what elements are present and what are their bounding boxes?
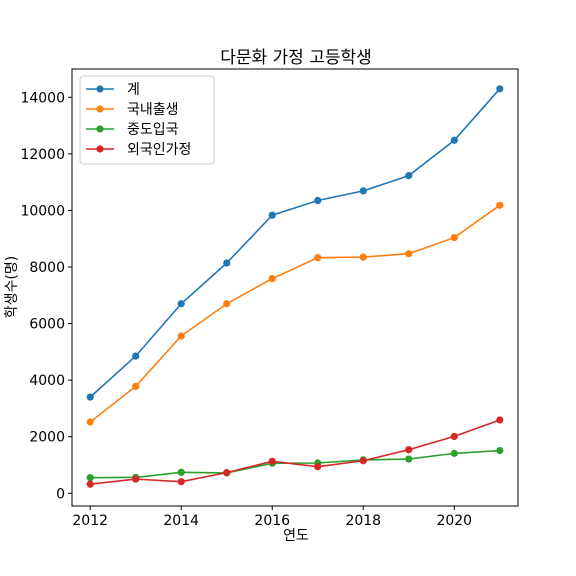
data-point xyxy=(86,474,94,482)
y-tick-label: 14000 xyxy=(20,90,65,106)
data-point xyxy=(405,455,413,463)
y-tick-label: 2000 xyxy=(29,430,65,446)
data-point xyxy=(177,478,185,486)
data-point xyxy=(450,449,458,457)
data-point xyxy=(86,393,94,401)
data-point xyxy=(314,463,322,471)
data-point xyxy=(86,480,94,488)
x-tick-label: 2018 xyxy=(345,513,381,529)
data-point xyxy=(405,250,413,258)
legend-swatch-marker xyxy=(96,125,104,133)
y-tick-label: 8000 xyxy=(29,260,65,276)
data-point xyxy=(177,300,185,308)
legend-box xyxy=(79,75,215,165)
series-line-2 xyxy=(89,204,501,423)
data-point xyxy=(359,187,367,195)
data-point xyxy=(177,468,185,476)
data-point xyxy=(268,457,276,465)
legend-label: 외국인가정 xyxy=(127,142,191,158)
x-tick-label: 2016 xyxy=(254,513,290,529)
y-tick-label: 12000 xyxy=(20,147,65,163)
data-point xyxy=(177,332,185,340)
data-point xyxy=(450,136,458,144)
data-point xyxy=(132,352,140,360)
legend-label: 국내출생 xyxy=(127,102,179,118)
data-point xyxy=(223,300,231,308)
data-point xyxy=(268,274,276,283)
data-point xyxy=(405,172,413,180)
data-point xyxy=(268,211,276,219)
y-tick-label: 4000 xyxy=(29,373,65,389)
legend-label: 중도입국 xyxy=(127,122,179,138)
data-point xyxy=(450,233,458,242)
x-tick-label: 2014 xyxy=(163,513,199,529)
data-point xyxy=(359,253,367,261)
data-point xyxy=(223,469,231,477)
y-tick-label: 6000 xyxy=(29,317,65,333)
series-line-1 xyxy=(89,88,501,398)
data-point xyxy=(132,475,140,483)
data-point xyxy=(223,259,231,267)
data-point xyxy=(132,382,140,390)
data-point xyxy=(450,432,458,441)
data-point xyxy=(86,418,94,426)
data-point xyxy=(314,254,322,262)
y-axis-title: 학생수(명) xyxy=(4,256,20,318)
series-line-4 xyxy=(90,419,501,486)
data-point xyxy=(496,201,504,209)
data-point xyxy=(496,446,504,455)
y-tick-label: 10000 xyxy=(20,203,65,219)
data-point xyxy=(405,446,413,454)
plot-area xyxy=(86,85,504,488)
y-tick-label: 0 xyxy=(56,486,65,502)
data-point xyxy=(496,416,504,424)
legend-swatch-marker xyxy=(96,85,104,93)
x-axis-title: 연도 xyxy=(283,528,309,544)
x-tick-label: 2020 xyxy=(436,513,472,529)
chart-title: 다문화 가정 고등학생 xyxy=(220,48,372,68)
legend-swatch-marker xyxy=(96,145,104,153)
x-tick-label: 2012 xyxy=(72,513,108,529)
legend-swatch-marker xyxy=(96,105,104,113)
data-point xyxy=(359,457,367,465)
data-point xyxy=(496,85,504,93)
series-line-3 xyxy=(90,449,500,479)
plot-frame xyxy=(71,68,519,507)
data-point xyxy=(314,196,322,205)
legend-label: 계 xyxy=(127,82,140,98)
